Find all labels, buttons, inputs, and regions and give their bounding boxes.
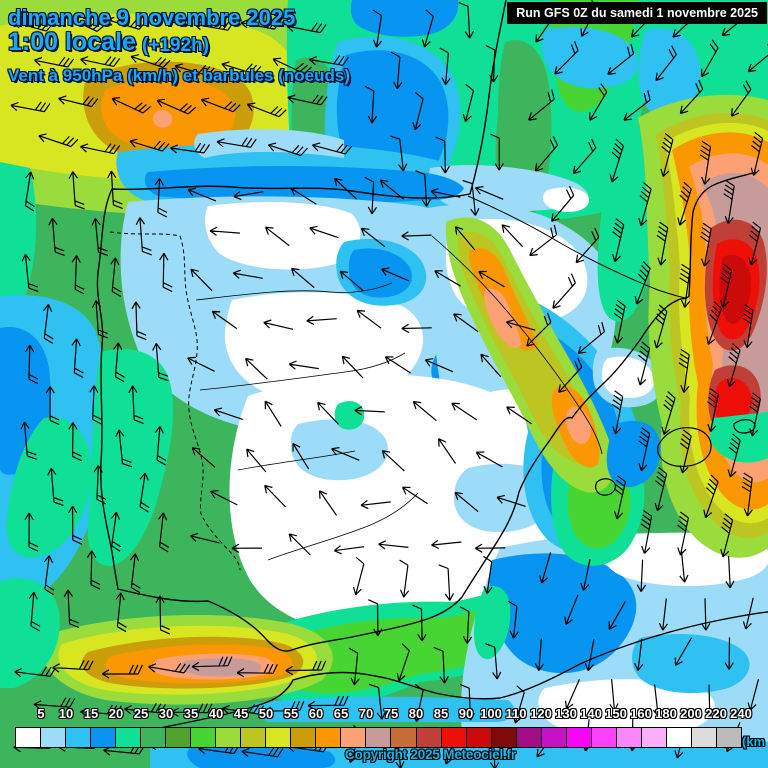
scale-swatch	[541, 728, 566, 747]
forecast-offset: (+192h)	[142, 35, 210, 56]
scale-swatch	[516, 728, 541, 747]
wind-barbs	[10, 13, 353, 157]
wind-barbs	[187, 177, 536, 556]
map-shape	[195, 282, 393, 301]
map-shape	[431, 235, 603, 455]
map-shape	[709, 412, 768, 463]
map-shape	[350, 0, 459, 37]
scale-swatch	[241, 728, 266, 747]
map-shape	[251, 696, 515, 722]
scale-swatch	[366, 728, 391, 747]
map-shape	[713, 378, 752, 426]
map-shape	[602, 356, 654, 398]
scale-swatch	[491, 728, 516, 747]
scale-swatch	[191, 728, 216, 747]
scale-swatch	[441, 728, 466, 747]
map-shape	[87, 349, 174, 567]
map-shape	[348, 248, 412, 298]
scale-swatch	[591, 728, 616, 747]
scale-swatch	[16, 728, 41, 747]
map-shape	[194, 129, 344, 158]
wind-barbs	[526, 135, 605, 393]
scale-swatch	[116, 728, 141, 747]
scale-swatch	[416, 728, 441, 747]
map-shape	[597, 124, 661, 322]
scale-swatch	[91, 728, 116, 747]
scale-swatch	[466, 728, 491, 747]
scale-swatch	[641, 728, 666, 747]
scale-swatch	[341, 728, 366, 747]
scale-swatch	[166, 728, 191, 747]
scale-swatch	[666, 728, 691, 747]
scale-swatch	[41, 728, 66, 747]
map-shape	[290, 419, 388, 481]
copyright-label: Copyright 2025 Meteociel.fr	[345, 747, 516, 762]
map-shape	[109, 231, 241, 571]
map-shape	[474, 586, 511, 660]
map-shape	[638, 28, 700, 117]
wind-barbs	[20, 170, 173, 635]
map-shape	[152, 110, 173, 128]
map-shape	[187, 744, 336, 768]
scale-swatch	[216, 728, 241, 747]
map-shape	[632, 634, 750, 694]
map-shape	[334, 401, 365, 430]
map-shape	[467, 195, 687, 299]
map-shape	[267, 492, 419, 561]
map-shape	[0, 578, 60, 688]
wind-barbs	[609, 131, 764, 558]
map-shape	[144, 166, 464, 204]
map-shape	[484, 288, 522, 348]
map-shape	[538, 679, 715, 738]
map-subtitle: Vent à 950hPa (km/h) et barbules (noeuds…	[8, 66, 350, 85]
scale-swatch	[566, 728, 591, 747]
map-shape	[205, 202, 361, 270]
scale-unit-label: (km	[742, 734, 766, 749]
wind-barbs	[364, 2, 504, 216]
map-shape	[606, 420, 661, 488]
map-shape	[199, 352, 406, 391]
scale-swatch	[616, 728, 641, 747]
scale-swatch	[391, 728, 416, 747]
forecast-date: dimanche 9 novembre 2025	[8, 5, 296, 30]
wind-speed-colorbar	[15, 727, 742, 748]
scale-swatch	[716, 728, 741, 747]
map-shape	[657, 427, 712, 467]
scale-swatch	[691, 728, 716, 747]
map-shape	[542, 187, 590, 212]
forecast-time: 1:00 locale	[8, 28, 136, 56]
map-shape	[159, 611, 768, 729]
run-info-badge: Run GFS 0Z du samedi 1 novembre 2025	[507, 2, 767, 24]
map-shape	[181, 658, 262, 677]
map-shape	[6, 417, 92, 558]
scale-swatch	[316, 728, 341, 747]
scale-swatch	[266, 728, 291, 747]
map-shape	[595, 478, 616, 496]
scale-swatch	[291, 728, 316, 747]
scale-swatch	[141, 728, 166, 747]
map-shape	[489, 553, 637, 674]
map-shape	[96, 0, 757, 652]
scale-swatch	[66, 728, 91, 747]
